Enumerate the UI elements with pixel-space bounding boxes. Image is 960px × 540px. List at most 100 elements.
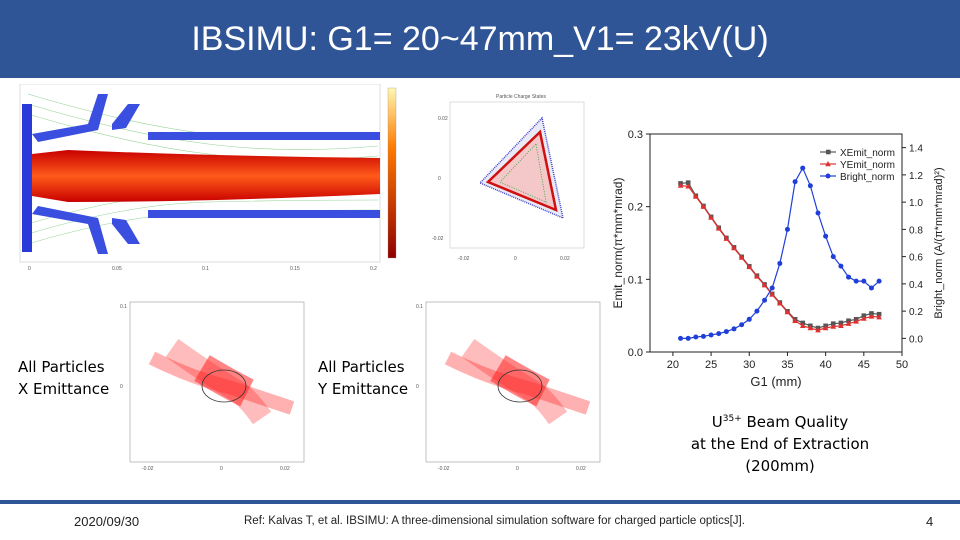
svg-text:-0.02: -0.02 bbox=[432, 236, 444, 242]
x-tick-label: 50 bbox=[896, 359, 908, 371]
y-emittance-label-line2: Y Emittance bbox=[318, 380, 409, 398]
data-point-Bright_norm bbox=[868, 285, 874, 291]
data-point-Bright_norm bbox=[693, 334, 699, 340]
data-point-YEmit_norm bbox=[700, 203, 707, 209]
svg-text:0.05: 0.05 bbox=[112, 266, 122, 272]
data-point-YEmit_norm bbox=[769, 291, 775, 297]
data-point-YEmit_norm bbox=[677, 182, 684, 188]
y-right-tick-label: 0.2 bbox=[909, 307, 923, 318]
data-point-Bright_norm bbox=[769, 285, 775, 291]
data-point-Bright_norm bbox=[678, 335, 684, 341]
data-point-Bright_norm bbox=[746, 316, 752, 322]
data-point-Bright_norm bbox=[853, 278, 859, 284]
legend-label: YEmit_norm bbox=[840, 160, 895, 171]
y-left-tick-label: 0.3 bbox=[628, 129, 643, 141]
svg-text:0: 0 bbox=[514, 256, 517, 262]
svg-text:0.15: 0.15 bbox=[290, 266, 300, 272]
y-left-tick-label: 0.1 bbox=[628, 274, 643, 286]
y-right-tick-label: 1.0 bbox=[909, 198, 923, 209]
slide-title: IBSIMU: G1= 20~47mm_V1= 23kV(U) bbox=[191, 20, 769, 58]
data-point-YEmit_norm bbox=[761, 282, 768, 288]
data-point-XEmit_norm bbox=[685, 180, 691, 185]
svg-text:0.02: 0.02 bbox=[576, 466, 586, 472]
data-point-YEmit_norm bbox=[746, 263, 753, 270]
data-point-YEmit_norm bbox=[815, 327, 821, 333]
x-tick-label: 35 bbox=[781, 359, 793, 371]
data-point-YEmit_norm bbox=[715, 225, 722, 231]
data-point-Bright_norm bbox=[861, 278, 867, 284]
emittance-brightness-chart: 20 25 30 35 40 45 50 0.0 0.1 0.2 0.3 0.0 0.2 0.4 0.6 0.… bbox=[606, 120, 952, 402]
y-emittance-plot-image: 0.1 0 -0.02 0 0.02 bbox=[408, 288, 604, 474]
y-right-axis-label: Bright_norm (A/(π*mm*mrad)²) bbox=[933, 167, 945, 318]
y-right-tick-label: 1.4 bbox=[909, 144, 923, 155]
svg-text:0: 0 bbox=[120, 384, 123, 390]
svg-text:0.1: 0.1 bbox=[202, 266, 209, 272]
x-emittance-label: All Particles X Emittance bbox=[18, 356, 109, 400]
data-point-Bright_norm bbox=[838, 263, 844, 269]
data-point-Bright_norm bbox=[823, 233, 829, 239]
legend-marker-XEmit_norm bbox=[826, 149, 831, 155]
data-point-YEmit_norm bbox=[861, 315, 867, 321]
y-emittance-label: All Particles Y Emittance bbox=[318, 356, 408, 400]
data-point-Bright_norm bbox=[800, 165, 806, 171]
beam-quality-line2: at the End of Extraction bbox=[690, 435, 870, 453]
charge-states-plot-image: Particle Charge States 0.02 0 -0.02 -0.0… bbox=[428, 88, 590, 278]
svg-text:0: 0 bbox=[416, 384, 419, 390]
x-tick-label: 30 bbox=[743, 359, 755, 371]
footer-page-number: 4 bbox=[926, 514, 934, 529]
svg-text:0.02: 0.02 bbox=[560, 256, 570, 262]
y-right-tick-label: 0.8 bbox=[909, 225, 923, 236]
legend-marker-YEmit_norm bbox=[825, 161, 831, 167]
svg-text:0: 0 bbox=[28, 266, 31, 272]
legend-label: Bright_norm bbox=[840, 172, 894, 183]
data-point-YEmit_norm bbox=[754, 273, 760, 279]
data-point-YEmit_norm bbox=[838, 322, 844, 329]
data-point-Bright_norm bbox=[723, 329, 729, 335]
data-point-Bright_norm bbox=[777, 260, 783, 266]
data-point-YEmit_norm bbox=[693, 193, 699, 199]
data-point-YEmit_norm bbox=[685, 183, 691, 189]
x-emittance-label-line1: All Particles bbox=[18, 358, 105, 376]
data-point-Bright_norm bbox=[830, 254, 836, 260]
data-point-YEmit_norm bbox=[799, 322, 806, 329]
data-point-YEmit_norm bbox=[845, 320, 852, 326]
svg-text:Particle Charge States: Particle Charge States bbox=[496, 94, 547, 100]
data-point-Bright_norm bbox=[784, 226, 790, 232]
x-emittance-plot-image: 0.1 0 -0.02 0 0.02 bbox=[112, 288, 308, 474]
beam-quality-caption: U35+ Beam Quality at the End of Extracti… bbox=[680, 408, 880, 477]
x-emittance-label-line2: X Emittance bbox=[18, 380, 110, 398]
data-point-Bright_norm bbox=[815, 210, 821, 216]
y-left-axis-label: Emit_norm(π*mm*mrad) bbox=[611, 178, 625, 309]
data-point-YEmit_norm bbox=[807, 325, 814, 331]
x-tick-label: 40 bbox=[820, 359, 832, 371]
plot-frame bbox=[649, 133, 903, 353]
svg-text:0: 0 bbox=[438, 176, 441, 182]
svg-text:0.1: 0.1 bbox=[120, 304, 127, 310]
legend-label: XEmit_norm bbox=[840, 148, 895, 159]
svg-text:0.1: 0.1 bbox=[416, 304, 423, 310]
data-point-Bright_norm bbox=[846, 274, 852, 280]
data-point-YEmit_norm bbox=[792, 317, 798, 323]
data-point-Bright_norm bbox=[716, 331, 722, 337]
x-tick-label: 20 bbox=[667, 359, 679, 371]
data-point-Bright_norm bbox=[685, 335, 691, 341]
data-point-YEmit_norm bbox=[738, 254, 745, 260]
svg-text:-0.02: -0.02 bbox=[458, 256, 470, 262]
data-point-Bright_norm bbox=[754, 308, 760, 314]
data-point-Bright_norm bbox=[700, 333, 706, 339]
chart-svg: 20 25 30 35 40 45 50 0.0 0.1 0.2 0.3 0.0 0.2 0.4 0.6 0.… bbox=[611, 129, 945, 389]
svg-text:0.2: 0.2 bbox=[370, 266, 377, 272]
data-point-YEmit_norm bbox=[868, 313, 875, 319]
trajectory-plot-image: 0 0.05 0.1 0.15 0.2 bbox=[8, 83, 408, 274]
svg-text:0: 0 bbox=[516, 466, 519, 472]
data-point-YEmit_norm bbox=[822, 325, 829, 331]
data-point-Bright_norm bbox=[807, 183, 813, 189]
svg-text:-0.02: -0.02 bbox=[142, 466, 154, 472]
data-point-YEmit_norm bbox=[723, 235, 730, 241]
svg-text:-0.02: -0.02 bbox=[438, 466, 450, 472]
y-right-tick-label: 0.6 bbox=[909, 253, 923, 264]
data-point-YEmit_norm bbox=[731, 245, 737, 251]
y-right-tick-label: 1.2 bbox=[909, 171, 923, 182]
x-axis-label: G1 (mm) bbox=[750, 374, 801, 389]
data-point-YEmit_norm bbox=[830, 323, 837, 329]
